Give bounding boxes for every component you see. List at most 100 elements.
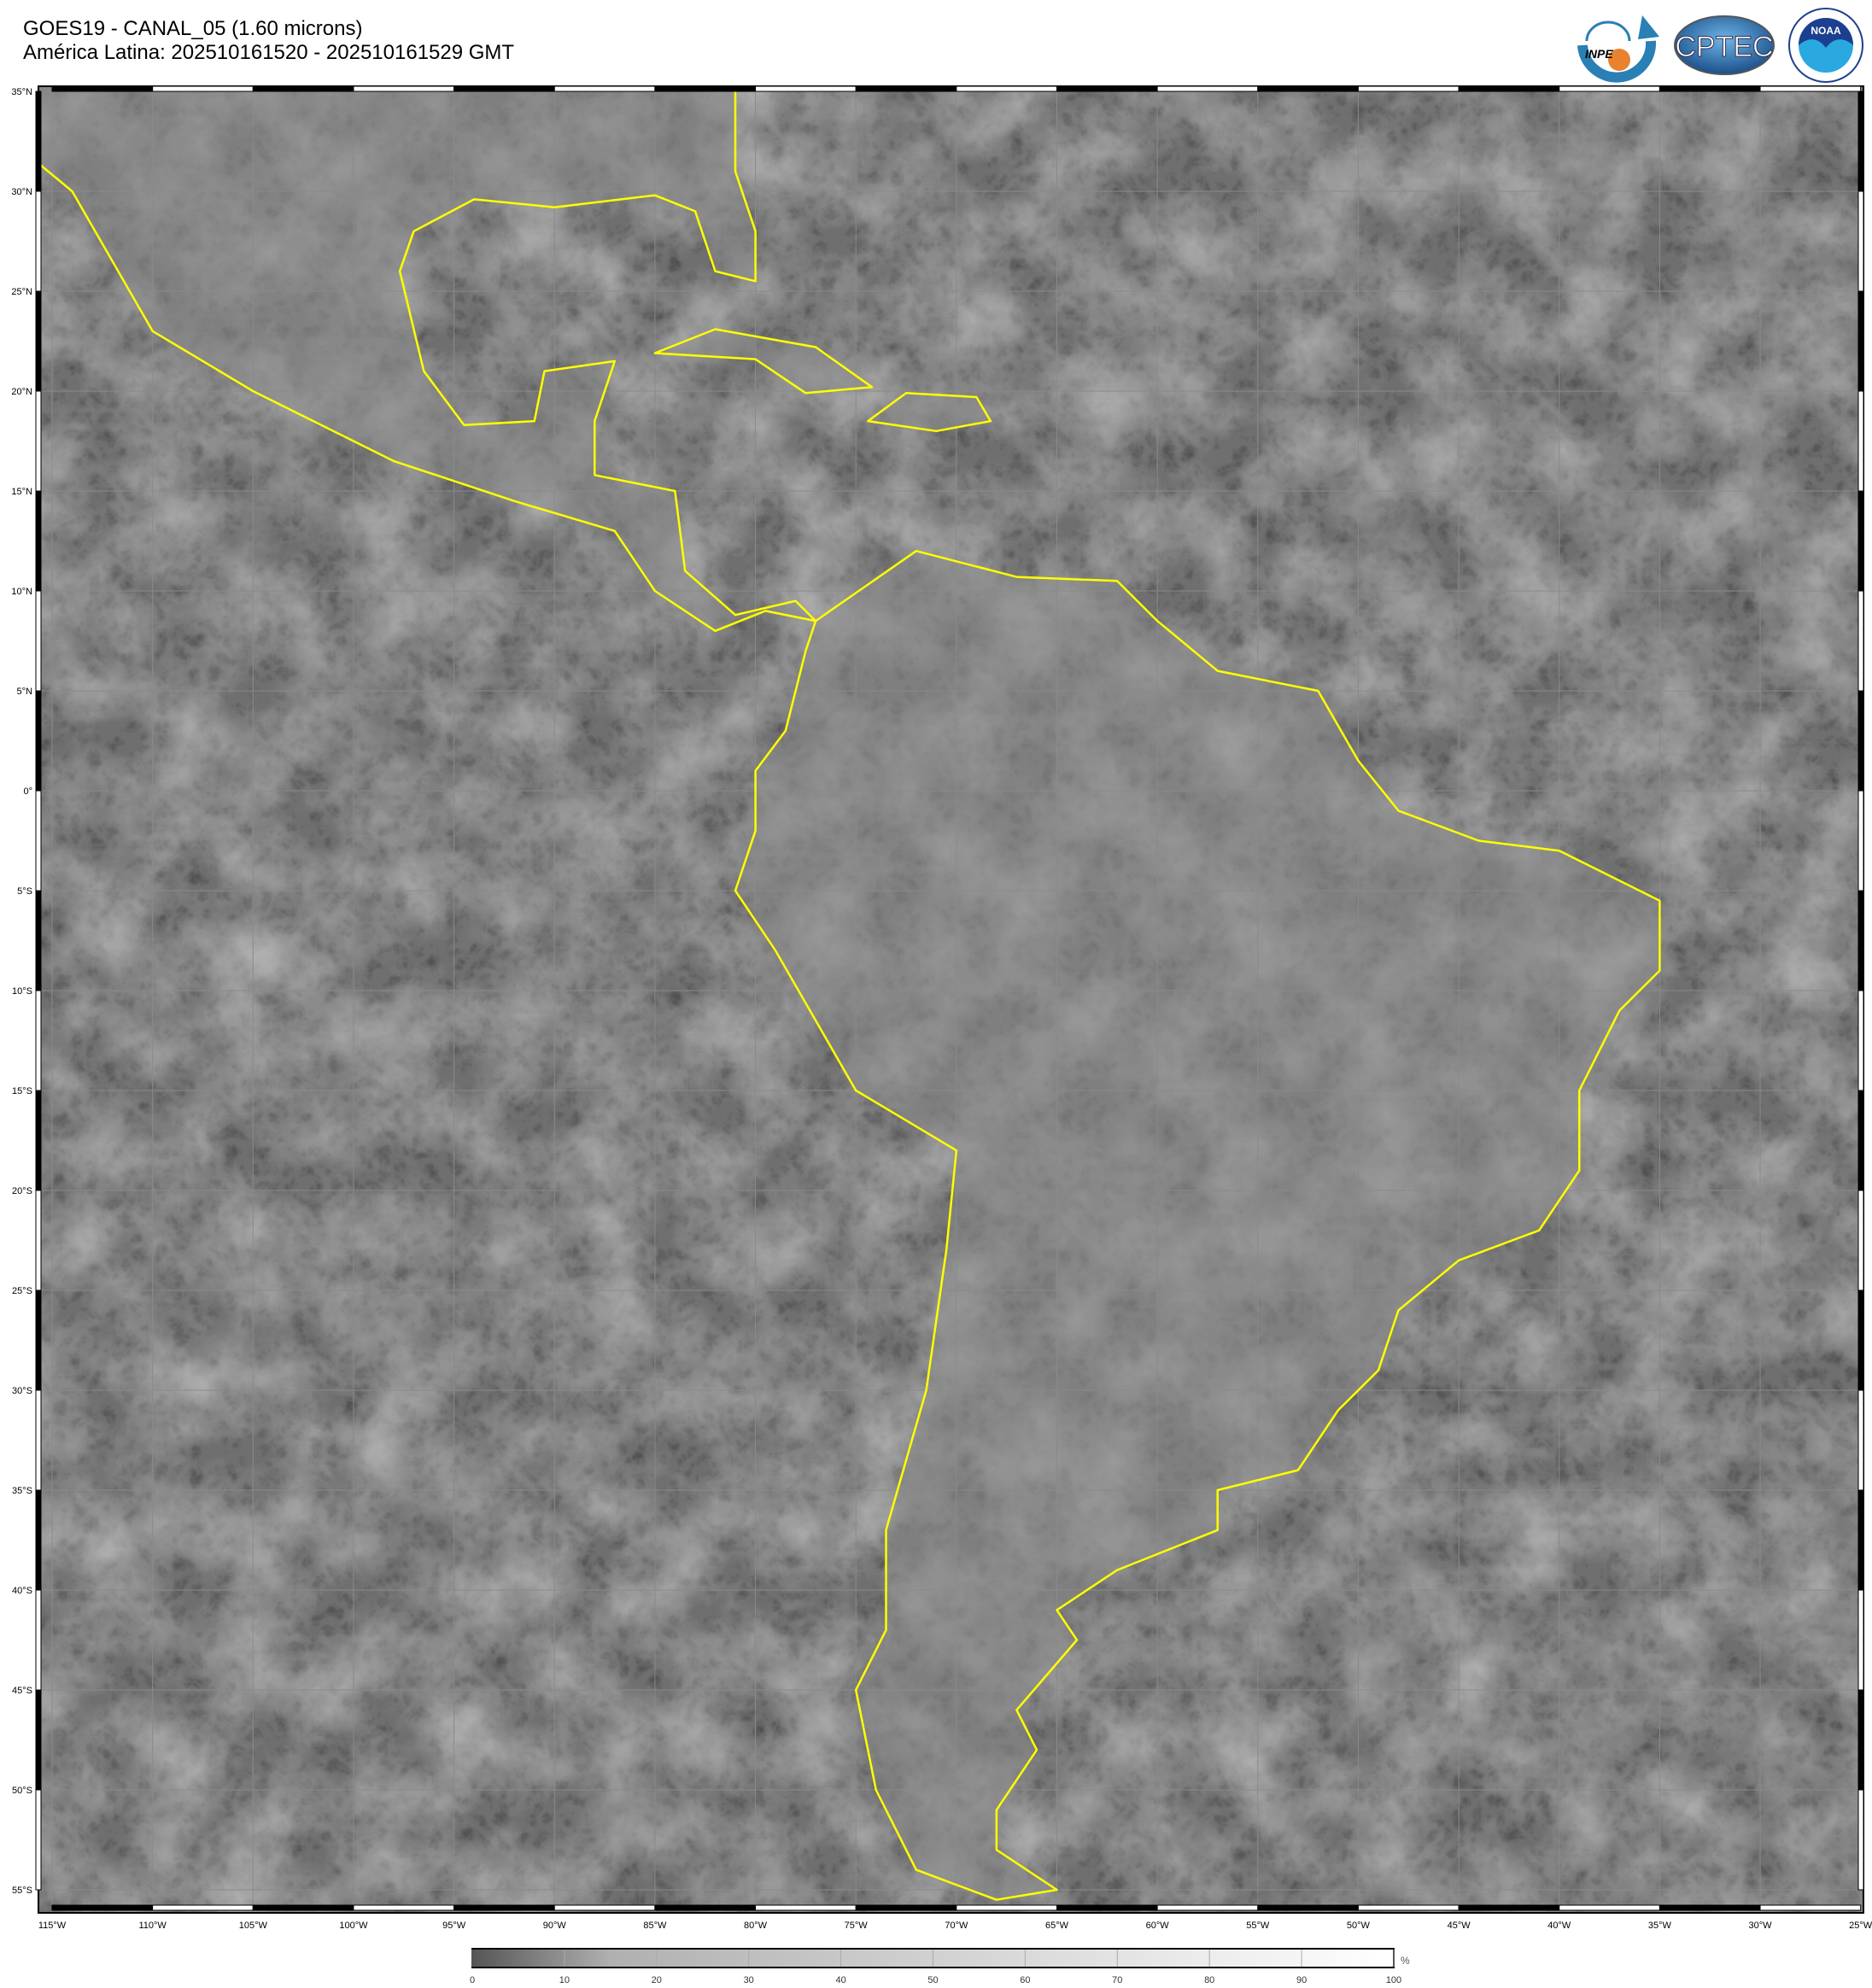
longitude-label: 80°W (744, 1921, 768, 1931)
longitude-label: 60°W (1146, 1921, 1170, 1931)
frame-segment (755, 1904, 857, 1911)
coastlines (38, 86, 1661, 1901)
frame-segment (1857, 390, 1864, 492)
frame-segment (956, 85, 1057, 92)
latitude-label: 30°N (11, 187, 32, 197)
frame-segment (453, 1904, 555, 1911)
frame-segment (35, 390, 42, 492)
frame-segment (1857, 290, 1864, 392)
frame-segment (755, 85, 857, 92)
colorbar-tick-label: 90 (1296, 1975, 1307, 1985)
frame-segment (1857, 990, 1864, 1091)
frame-segment (1857, 190, 1864, 292)
frame-segment (35, 1190, 42, 1291)
frame-segment (1357, 85, 1460, 92)
frame-segment (1658, 85, 1761, 92)
frame-segment (35, 990, 42, 1091)
latitude-label: 10°S (12, 986, 32, 997)
longitude-label: 65°W (1045, 1921, 1069, 1931)
land-areas (38, 86, 1660, 1900)
latitude-label: 30°S (12, 1386, 32, 1396)
inpe-logo: INPE (1577, 15, 1659, 83)
latitude-label: 50°S (12, 1786, 32, 1796)
longitude-label: 55°W (1246, 1921, 1270, 1931)
cptec-logo-text: CPTEC (1675, 31, 1773, 63)
frame-segment (35, 1389, 42, 1491)
frame-segment (1857, 1689, 1864, 1791)
frame-segment (453, 85, 555, 92)
frame-segment (1857, 1489, 1864, 1591)
hispaniola-land (868, 393, 991, 431)
cuba-land (654, 329, 872, 394)
latitude-label: 20°S (12, 1186, 32, 1196)
latitude-label: 15°S (12, 1086, 32, 1096)
frame-segment (35, 790, 42, 892)
latitude-label: 5°N (17, 687, 33, 697)
frame-segment (855, 85, 957, 92)
image-subtitle: América Latina: 202510161520 - 202510161… (23, 41, 515, 64)
frame-segment (1458, 1904, 1560, 1911)
north-central-america-coastline (38, 86, 817, 633)
noaa-logo-text: NOAA (1811, 25, 1841, 37)
frame-segment (1056, 1904, 1158, 1911)
frame-segment (956, 1904, 1057, 1911)
frame-segment (35, 1289, 42, 1391)
frame-segment (1857, 1289, 1864, 1391)
frame-segment (35, 1489, 42, 1591)
frame-segment (553, 85, 656, 92)
north-central-america-land (38, 86, 816, 631)
frame-segment (35, 1789, 42, 1891)
frame-segment (654, 1904, 757, 1911)
frame-segment (1857, 590, 1864, 692)
longitude-label: 75°W (845, 1921, 869, 1931)
frame-segment (35, 890, 42, 991)
frame-segment (1857, 1090, 1864, 1191)
latitude-label: 45°S (12, 1686, 32, 1696)
frame-segment (35, 1589, 42, 1691)
longitude-label: 90°W (543, 1921, 567, 1931)
cuba-coastline (653, 328, 874, 395)
frame-segment (35, 1090, 42, 1191)
longitude-label: 40°W (1547, 1921, 1571, 1931)
colorbar-tick-label: 10 (559, 1975, 570, 1985)
frame-segment (35, 490, 42, 592)
longitude-labels: 115°W 110°W 105°W 100°W 95°W 90°W 85°W 80°W 75°W… (38, 1921, 1872, 1931)
frame-segment (855, 1904, 957, 1911)
latitude-label: 20°N (11, 387, 32, 397)
longitude-label: 30°W (1749, 1921, 1773, 1931)
frame-segment (654, 85, 757, 92)
frame-segment (252, 1904, 354, 1911)
frame-segment (252, 85, 354, 92)
colorbar: 0 10 20 30 40 50 60 70 80 90 100 % (470, 1948, 1410, 1985)
longitude-label: 105°W (239, 1921, 268, 1931)
frame-segment (152, 85, 254, 92)
longitude-label: 35°W (1648, 1921, 1672, 1931)
colorbar-tick-label: 30 (744, 1975, 754, 1985)
hispaniola-coastline (867, 392, 992, 433)
longitude-label: 100°W (339, 1921, 368, 1931)
image-title: GOES19 - CANAL_05 (1.60 microns) (23, 17, 363, 40)
longitude-label: 70°W (945, 1921, 968, 1931)
frame-segment (1357, 1904, 1460, 1911)
frame-segment (1257, 85, 1359, 92)
latitude-label: 10°N (11, 587, 32, 597)
latitude-label: 0° (23, 786, 32, 797)
longitude-label: 115°W (38, 1921, 67, 1931)
frame-segment (1857, 1589, 1864, 1691)
frame-segment (1857, 1190, 1864, 1291)
frame-segment (1458, 85, 1560, 92)
frame-segment (35, 290, 42, 392)
frame-segment (1658, 1904, 1761, 1911)
colorbar-unit: % (1401, 1955, 1410, 1967)
frame-segment (35, 590, 42, 692)
frame-segment (1857, 91, 1864, 192)
frame-segment (1156, 85, 1259, 92)
noaa-logo: NOAA (1788, 8, 1863, 83)
latitude-label: 35°N (11, 87, 32, 97)
longitude-label: 50°W (1347, 1921, 1371, 1931)
frame-segment (1857, 690, 1864, 792)
latitude-label: 40°S (12, 1586, 32, 1596)
inpe-logo-text: INPE (1585, 47, 1613, 61)
longitude-label: 95°W (442, 1921, 466, 1931)
